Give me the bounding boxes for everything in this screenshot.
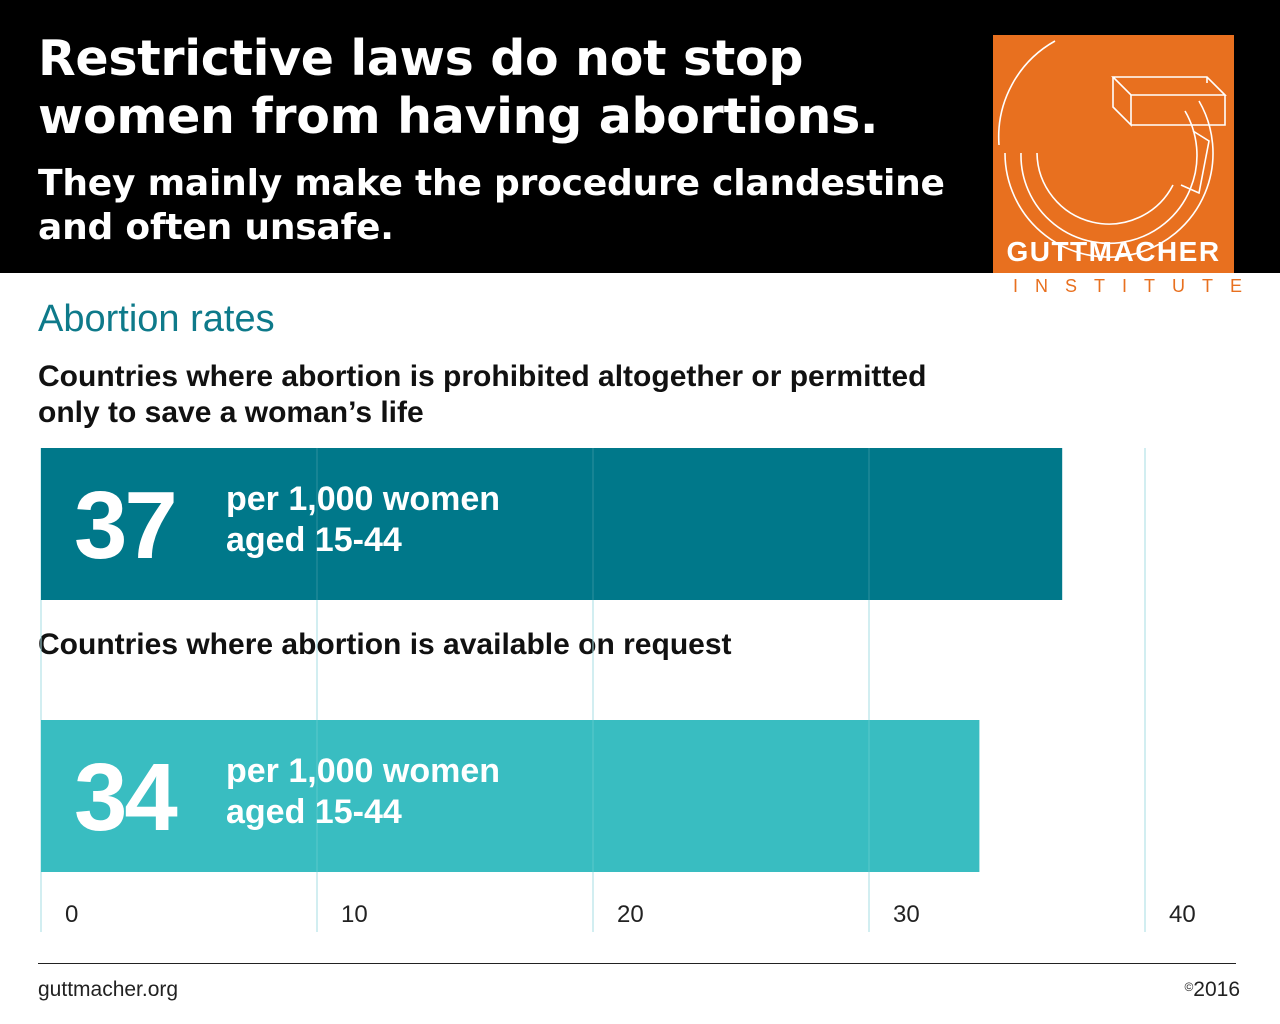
logo-subtitle: INSTITUTE [1013, 276, 1259, 296]
footer-divider [38, 963, 1236, 964]
x-tick-label-0: 0 [65, 901, 78, 928]
x-tick-label-4: 40 [1169, 901, 1196, 928]
logo-g-mark-icon [997, 40, 1227, 258]
bar-value-label-2: 34 [74, 744, 177, 851]
bar-unit-label-2-2: aged 15-44 [226, 793, 402, 831]
bar-1 [41, 448, 1063, 600]
bar-category-label-1: Countries where abortion is prohibited a… [38, 360, 927, 429]
x-tick-label-2: 20 [617, 901, 644, 928]
copyright-year: 2016 [1193, 978, 1240, 1001]
footer-copyright: ©2016 [1184, 978, 1240, 1002]
chart-title: Abortion rates [38, 298, 275, 340]
bar-2 [41, 720, 980, 872]
bar-unit-label-1-2: aged 15-44 [226, 521, 402, 559]
x-tick-label-1: 10 [341, 901, 368, 928]
logo-wordmark: GUTTMACHER [1006, 236, 1221, 267]
subheadline: They mainly make the procedure clandesti… [38, 163, 945, 248]
x-tick-label-3: 30 [893, 901, 920, 928]
footer-source: guttmacher.org [38, 978, 179, 1001]
headline: Restrictive laws do not stop women from … [38, 30, 879, 145]
bar-unit-label-2-1: per 1,000 women [226, 752, 500, 790]
guttmacher-logo: GUTTMACHER [993, 35, 1234, 273]
bar-unit-label-1-1: per 1,000 women [226, 480, 500, 518]
copyright-symbol: © [1184, 980, 1194, 994]
bar-category-label-2: Countries where abortion is available on… [38, 628, 732, 661]
bar-value-label-1: 37 [74, 472, 175, 579]
